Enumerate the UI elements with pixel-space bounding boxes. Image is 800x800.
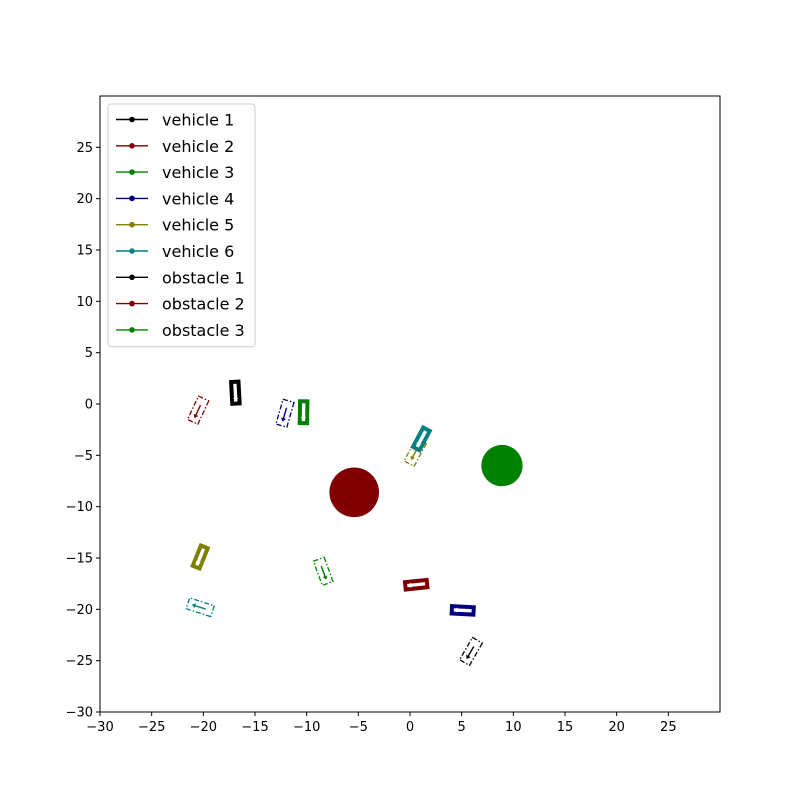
vehicle-4-goal-heading-shaft [282, 407, 288, 421]
vehicle-1-current-heading-shaft [234, 386, 237, 400]
x-tick-label: −15 [241, 720, 268, 735]
legend-marker [129, 248, 135, 254]
legend-label: obstacle 2 [162, 295, 245, 314]
legend-marker [129, 327, 135, 333]
y-tick-label: 15 [76, 244, 93, 259]
legend-label: vehicle 5 [162, 216, 234, 235]
vehicle-2-goal-outline [186, 395, 210, 426]
legend-label: obstacle 1 [162, 268, 245, 287]
vehicle-2-goal-heading-arrow [193, 413, 199, 419]
vehicle-1-goal-outline [458, 636, 484, 667]
vehicle-6-current [410, 424, 433, 453]
vehicle-5-goal-heading-arrow [410, 455, 416, 461]
vehicle-6-goal-heading-shaft [193, 604, 206, 610]
y-tick-label: −5 [74, 449, 93, 464]
legend-marker [129, 221, 135, 228]
vehicle-5-current-heading-arrow [195, 560, 201, 566]
vehicle-5-current-heading-shaft [196, 551, 204, 564]
vehicle-1-current [229, 379, 242, 406]
y-tick-label: 20 [76, 192, 93, 207]
x-tick-label: 0 [406, 720, 414, 735]
vehicle-5-current [190, 542, 211, 572]
vehicle-4-goal [275, 398, 295, 429]
vehicle-1-goal-heading-arrow [466, 654, 471, 660]
vehicle-2-current [402, 577, 430, 592]
legend-label: obstacle 3 [162, 321, 245, 340]
x-tick-label: −10 [293, 720, 320, 735]
y-tick-label: −25 [66, 654, 93, 669]
legend-label: vehicle 3 [162, 163, 234, 182]
vehicle-4-current-heading-shaft [455, 609, 469, 612]
x-tick-label: −20 [190, 720, 217, 735]
y-tick-label: −15 [66, 552, 93, 567]
vehicle-6-current-heading-shaft [417, 433, 425, 446]
y-tick-label: −20 [66, 603, 93, 618]
legend-label: vehicle 4 [162, 189, 234, 208]
y-tick-label: 0 [85, 398, 93, 413]
vehicle-4-goal-heading-arrow [281, 417, 287, 422]
x-tick-label: −5 [349, 720, 368, 735]
legend-marker [129, 274, 135, 281]
x-tick-label: 10 [505, 720, 522, 735]
vehicle-6-goal-heading-arrow [191, 603, 197, 609]
vehicle-3-goal-heading-shaft [320, 565, 327, 579]
vehicle-3-goal-heading-arrow [322, 575, 328, 580]
x-tick-label: 5 [458, 720, 466, 735]
vehicle-3-goal [312, 556, 334, 587]
vehicle-6-goal [185, 597, 216, 618]
legend-marker [129, 116, 135, 123]
vehicle-4-current [449, 604, 476, 617]
vehicle-3-current [297, 399, 310, 426]
y-tick-label: −10 [66, 500, 93, 515]
x-tick-label: 20 [608, 720, 625, 735]
vehicle-layer [185, 379, 484, 667]
vehicle-3-goal-outline [312, 556, 334, 587]
vehicle-1-goal [458, 636, 484, 667]
vehicle-2-current-heading-arrow [407, 582, 412, 588]
y-tick-label: 5 [85, 346, 93, 361]
legend-marker [129, 169, 135, 175]
vehicle-2-goal [186, 395, 210, 426]
vehicle-4-current-heading-arrow [453, 607, 458, 613]
legend-marker [129, 300, 135, 307]
legend-label: vehicle 1 [162, 111, 234, 130]
vehicle-3-current-heading-arrow [300, 417, 307, 421]
obstacle-3-disc [481, 444, 523, 487]
vehicle-4-goal-outline [275, 398, 295, 429]
obstacle-2-disc [329, 467, 380, 518]
obstacle-layer [329, 444, 523, 518]
legend-marker [129, 195, 135, 202]
legend-label: vehicle 2 [162, 137, 234, 156]
y-tick-label: 10 [76, 295, 93, 310]
vehicle-2-goal-heading-shaft [194, 404, 202, 418]
vehicle-6-goal-outline [185, 597, 216, 618]
y-tick-label: 25 [76, 141, 93, 156]
x-tick-label: 25 [660, 720, 677, 735]
legend-marker [129, 143, 135, 149]
vehicle-1-goal-heading-shaft [466, 646, 475, 659]
vehicle-1-current-heading-arrow [233, 397, 239, 402]
legend: vehicle 1 vehicle 2 vehicle 3 vehicle 4 vehi… [107, 103, 256, 348]
legend-box [107, 103, 256, 348]
x-tick-label: −30 [86, 720, 113, 735]
x-tick-label: −25 [138, 720, 165, 735]
vehicle-6-current-heading-arrow [416, 442, 422, 447]
vehicle-2-current-heading-shaft [408, 583, 422, 587]
axis-layer: −30 −25 −20 −15 −10 −5 0 5 10 15 20 25 −30 −25 −20 −15 −… [66, 141, 677, 735]
legend-label: vehicle 6 [162, 242, 234, 261]
vehicle-5-goal-outline [403, 437, 428, 468]
x-tick-label: 15 [557, 720, 574, 735]
y-tick-label: −30 [66, 706, 93, 721]
